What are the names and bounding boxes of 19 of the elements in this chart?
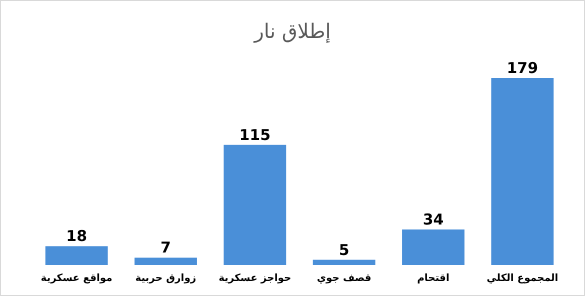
- data-label: 179: [506, 59, 538, 77]
- x-tick-label: قصف جوي: [316, 273, 372, 284]
- x-tick-label: مواقع عسكرية: [40, 273, 112, 284]
- data-label: 18: [66, 227, 88, 246]
- chart-title: إطلاق نار: [253, 19, 331, 43]
- bar: [491, 78, 554, 265]
- data-label: 115: [239, 126, 271, 144]
- data-label: 7: [160, 238, 171, 257]
- x-tick-label: زوارق حربية: [135, 273, 196, 284]
- x-tick-label: حواجز عسكرية: [218, 273, 292, 284]
- x-tick-label: المجموع الكلي: [486, 273, 558, 284]
- x-tick-label: اقتحام: [417, 273, 450, 284]
- data-label: 5: [338, 240, 350, 259]
- data-label: 34: [422, 210, 444, 228]
- bar: [312, 260, 376, 265]
- bar: [402, 229, 464, 265]
- bar: [224, 144, 286, 265]
- bar: [45, 246, 108, 265]
- bar: [134, 258, 197, 265]
